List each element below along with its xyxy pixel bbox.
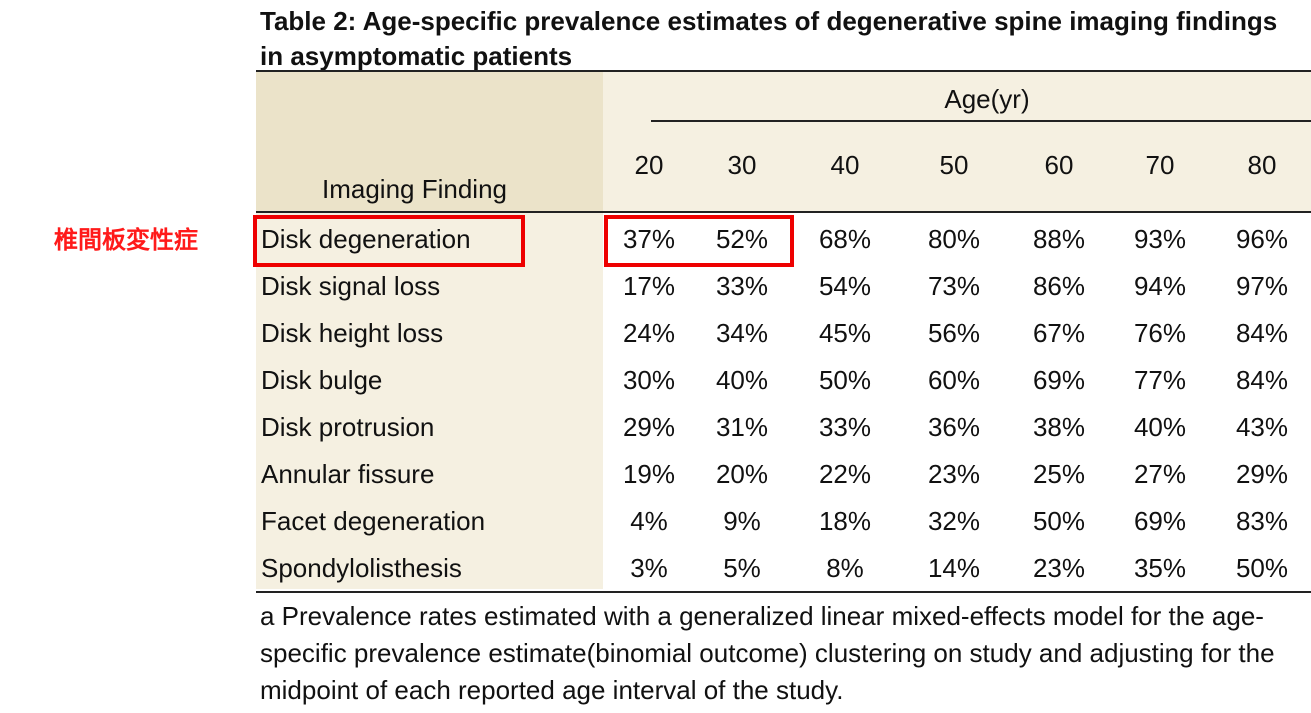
table-cell: 37%: [622, 224, 676, 254]
table-cell: 33%: [715, 271, 769, 301]
table-cell: 88%: [1032, 224, 1086, 254]
table-cell: 31%: [715, 412, 769, 442]
table-cell: 38%: [1032, 412, 1086, 442]
highlight-box-values: [604, 215, 794, 267]
row-label: Annular fissure: [261, 459, 435, 489]
row-label: Disk signal loss: [261, 271, 441, 301]
table-cell: 60%: [927, 365, 981, 395]
row-label: Spondylolisthesis: [261, 553, 462, 583]
row-label: Disk bulge: [261, 365, 383, 395]
table-cell: 3%: [630, 553, 668, 583]
table-cell: 35%: [1133, 553, 1187, 583]
age-column-header: 80: [1247, 150, 1277, 180]
table-cell: 68%: [818, 224, 872, 254]
table-cell: 40%: [1133, 412, 1187, 442]
header-row-label-cell: Imaging Finding: [256, 72, 603, 213]
table-cell: 18%: [818, 506, 872, 536]
table-row: Disk signal loss 17% 33% 54% 73% 86% 94% 97%: [256, 263, 1311, 310]
table-cell: 69%: [1133, 506, 1187, 536]
table-cell: 56%: [927, 318, 981, 348]
age-group-header: Age(yr): [944, 84, 1030, 114]
table-cell: 50%: [818, 365, 872, 395]
table-row: Disk height loss 24% 34% 45% 56% 67% 76% 84%: [256, 310, 1311, 357]
header-age-cell: Age(yr) 20 30 40 50 60 70 80: [603, 72, 1311, 213]
table-cell: 17%: [622, 271, 676, 301]
table-cell: 45%: [818, 318, 872, 348]
table-cell: 73%: [927, 271, 981, 301]
table-row: Annular fissure 19% 20% 22% 23% 25% 27% 29%: [256, 451, 1311, 498]
table-row: Facet degeneration 4% 9% 18% 32% 50% 69% 83%: [256, 498, 1311, 545]
table-cell: 77%: [1133, 365, 1187, 395]
table-cell: 19%: [622, 459, 676, 489]
table-cell: 24%: [622, 318, 676, 348]
table-row: Disk bulge 30% 40% 50% 60% 69% 77% 84%: [256, 357, 1311, 404]
table-cell: 23%: [927, 459, 981, 489]
table-cell: 36%: [927, 412, 981, 442]
table-cell: 40%: [715, 365, 769, 395]
table-cell: 4%: [630, 506, 668, 536]
table-cell: 29%: [1235, 459, 1289, 489]
table-cell: 52%: [715, 224, 769, 254]
table-cell: 76%: [1133, 318, 1187, 348]
table-cell: 30%: [622, 365, 676, 395]
table-cell: 50%: [1235, 553, 1289, 583]
table-cell: 32%: [927, 506, 981, 536]
table-cell: 43%: [1235, 412, 1289, 442]
table-cell: 23%: [1032, 553, 1086, 583]
table-cell: 5%: [723, 553, 761, 583]
table-cell: 94%: [1133, 271, 1187, 301]
table-footnote: a Prevalence rates estimated with a gene…: [260, 601, 1275, 705]
row-label: Facet degeneration: [261, 506, 486, 536]
age-column-header: 30: [727, 150, 757, 180]
age-header-rule: [651, 120, 1311, 122]
table-cell: 86%: [1032, 271, 1086, 301]
table-cell: 97%: [1235, 271, 1289, 301]
table-row: Disk degeneration 37% 52% 68% 80% 88% 93% 96%: [256, 216, 1311, 263]
row-label-column: [256, 213, 603, 589]
prevalence-table: Imaging Finding Age(yr) 20 30 40 50 60 70 80 D…: [253, 70, 1311, 593]
annotation-label: 椎間板変性症: [54, 226, 198, 254]
table-cell: 27%: [1133, 459, 1187, 489]
table-cell: 14%: [927, 553, 981, 583]
table-cell: 83%: [1235, 506, 1289, 536]
row-header-label: Imaging Finding: [322, 174, 507, 204]
table-title: Table 2: Age-specific prevalence estimat…: [260, 6, 1278, 71]
age-column-header: 70: [1145, 150, 1175, 180]
table-cell: 69%: [1032, 365, 1086, 395]
table-cell: 20%: [715, 459, 769, 489]
table-cell: 67%: [1032, 318, 1086, 348]
age-column-header: 40: [830, 150, 860, 180]
table-cell: 9%: [723, 506, 761, 536]
table-cell: 96%: [1235, 224, 1289, 254]
row-label: Disk height loss: [261, 318, 444, 348]
row-label: Disk protrusion: [261, 412, 435, 442]
table-cell: 8%: [826, 553, 864, 583]
age-column-header: 60: [1044, 150, 1074, 180]
table-row: Spondylolisthesis 3% 5% 8% 14% 23% 35% 50%: [256, 545, 1311, 592]
highlight-box-label: [253, 215, 525, 267]
table-cell: 33%: [818, 412, 872, 442]
table-cell: 84%: [1235, 365, 1289, 395]
table-cell: 22%: [818, 459, 872, 489]
table-cell: 34%: [715, 318, 769, 348]
table-cell: 50%: [1032, 506, 1086, 536]
row-label: Disk degeneration: [261, 224, 471, 254]
age-column-header: 50: [939, 150, 969, 180]
table-cell: 84%: [1235, 318, 1289, 348]
table-row: Disk protrusion 29% 31% 33% 36% 38% 40% 43%: [256, 404, 1311, 451]
age-column-header: 20: [634, 150, 664, 180]
table-cell: 80%: [927, 224, 981, 254]
table-cell: 25%: [1032, 459, 1086, 489]
table-cell: 93%: [1133, 224, 1187, 254]
table-cell: 29%: [622, 412, 676, 442]
table-cell: 54%: [818, 271, 872, 301]
